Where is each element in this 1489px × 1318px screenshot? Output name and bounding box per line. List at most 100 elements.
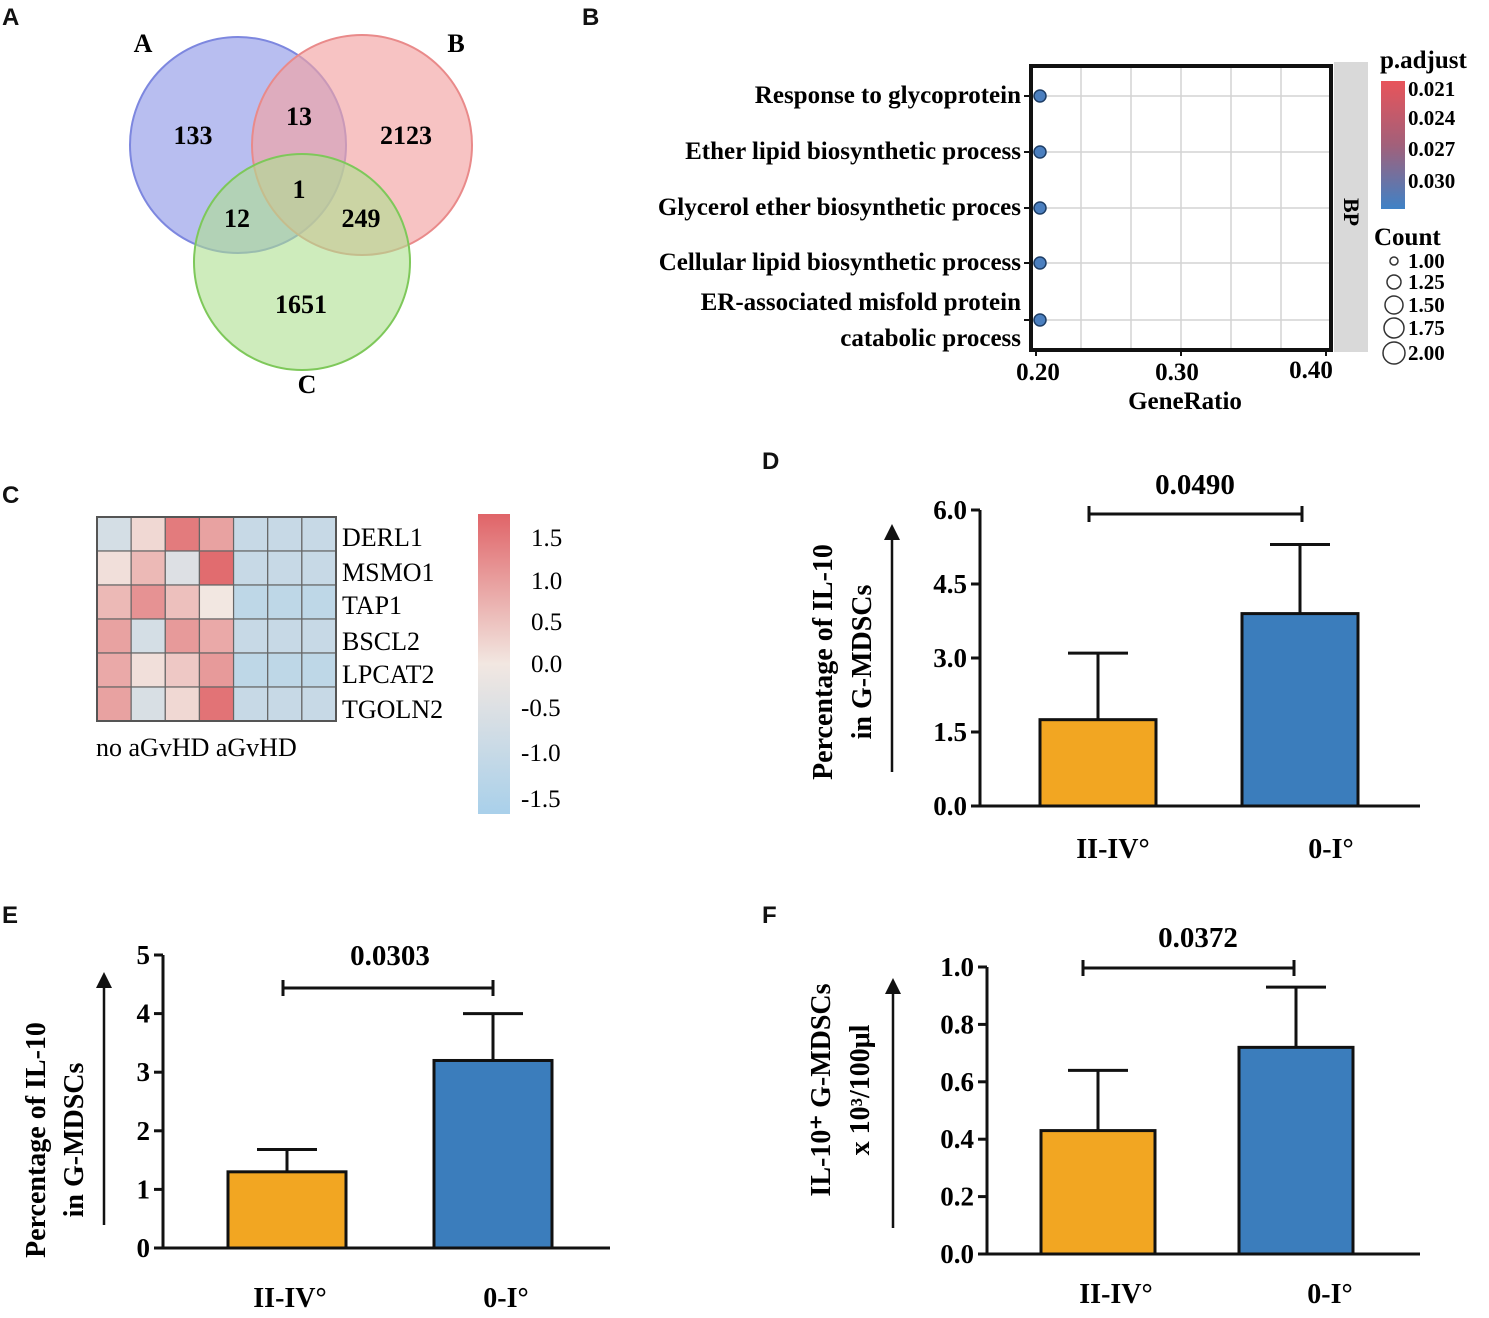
panel-label-a: A [2,4,20,31]
heatmap-cell [130,550,166,586]
heatmap-row-label-4: BSCL2 [342,627,420,656]
xtick-1: 0.20 [1016,359,1060,386]
bar-chart-e: 0 1 2 3 4 5 0.0303 Percentage of IL-10 in G-M… [21,940,610,1314]
x-axis-label: GeneRatio [1128,388,1242,415]
heatmap-cell [96,584,132,620]
heatmap-cell [198,618,235,654]
size-legend-circle-5 [1382,341,1406,365]
y-tick-label: 1.0 [940,952,974,982]
y-tick-label: 6.0 [933,495,967,525]
bar-chart-e-pvalue: 0.0303 [350,940,430,972]
heatmap-cell [198,584,235,620]
go-dotplot: BP Response to glycoprotein Ether lipid … [658,47,1468,415]
heatmap-cell [267,652,303,688]
y-tick-label: 3 [137,1057,151,1087]
dot-2 [1033,145,1047,159]
venn-circle-c [193,153,411,371]
heatmap-cell [198,550,235,586]
size-legend-circle-3 [1384,295,1404,315]
bar-chart-d-ylabel-1: Percentage of IL-10 [808,544,839,780]
venn-count-ac: 12 [224,204,250,233]
term-label-2: Ether lipid biosynthetic process [685,138,1021,165]
size-legend-tick-5: 2.00 [1408,341,1445,365]
heatmap-cell [96,686,132,722]
heatmap-cell [232,516,269,552]
heatmap-cell [301,652,337,688]
venn-diagram: A B C 133 13 2123 1 12 249 1651 [129,29,473,399]
venn-count-b-only: 2123 [380,121,432,150]
dot-4 [1033,256,1047,270]
dot-1 [1033,89,1047,103]
color-legend-tick-3: 0.027 [1408,137,1455,161]
heatmap-cell [232,686,269,722]
bar [432,1058,554,1250]
bar-chart-f-category-2: 0-I° [1307,1279,1352,1310]
venn-count-ab: 13 [286,102,312,131]
panel-label-d: D [762,448,780,475]
bar [226,1170,348,1250]
heat-scale-tick-1: 1.5 [531,525,562,552]
heat-scale-tick-2: 1.0 [531,568,562,595]
heatmap-cell [164,584,201,620]
bar-chart-d-ylabel-2: in G-MDSCs [847,585,878,740]
venn-set-label-a: A [134,29,153,58]
bar-chart-e-ylabel-2: in G-MDSCs [59,1063,90,1218]
color-legend-tick-1: 0.021 [1408,77,1455,101]
y-tick-label: 1.5 [933,717,967,747]
heatmap-cell [301,550,337,586]
heatmap-cell [164,686,201,722]
size-legend-tick-3: 1.50 [1408,293,1445,317]
y-tick-label: 0.2 [940,1182,974,1212]
xtick-2: 0.30 [1155,359,1199,386]
axis-arrow-head [884,524,900,540]
bar-chart-d: 0.0 1.5 3.0 4.5 6.0 0.0490 Percentage of IL-… [808,469,1420,865]
heatmap-cell [267,686,303,722]
heat-scale-tick-4: 0.0 [531,651,562,678]
heatmap-row-label-6: TGOLN2 [342,695,443,724]
bar-chart-f: 0.0 0.2 0.4 0.6 0.8 1.0 0.0372 IL-10⁺ G-MDSCs… [806,922,1420,1310]
heat-scale-tick-5: -0.5 [521,695,561,722]
panel-label-e: E [2,902,19,929]
bar-chart-f-marks: 0.0 0.2 0.4 0.6 0.8 1.0 [885,952,1420,1269]
bar-chart-f-ylabel-1: IL-10⁺ G-MDSCs [806,983,837,1196]
heatmap-cell [301,516,337,552]
heatmap-cell [130,652,166,688]
size-legend-circle-4 [1383,317,1405,339]
bar-chart-d-pvalue: 0.0490 [1155,469,1235,501]
heat-scale-tick-7: -1.5 [521,786,561,813]
venn-count-c-only: 1651 [275,290,327,319]
heatmap-row-label-1: DERL1 [342,523,423,552]
heatmap-cell [164,550,201,586]
heatmap-cell [301,686,337,722]
bar-chart-e-ylabel-1: Percentage of IL-10 [21,1022,52,1258]
size-legend-title: Count [1374,224,1441,251]
term-label-1: Response to glycoprotein [755,82,1021,109]
bar [1240,612,1360,808]
bar-chart-f-category-1: II-IV° [1079,1279,1152,1310]
heatmap-cell [232,550,269,586]
panel-label-f: F [762,902,777,929]
heatmap-cell [164,618,201,654]
venn-set-label-b: B [447,29,464,58]
panel-label-b: B [582,4,600,31]
heatmap-cell [267,618,303,654]
color-legend-tick-4: 0.030 [1408,169,1455,193]
bar [1039,1129,1157,1256]
bar [1038,718,1158,808]
heatmap-cell [164,516,201,552]
term-labels: Response to glycoprotein Ether lipid bio… [658,82,1021,352]
heatmap-cell [96,516,132,552]
y-tick-label: 3.0 [933,643,967,673]
heat-scale-tick-6: -1.0 [521,740,561,767]
size-legend-tick-2: 1.25 [1408,270,1445,294]
heat-scale-tick-3: 0.5 [531,609,562,636]
heatmap-cell [267,550,303,586]
venn-count-a-only: 133 [174,121,213,150]
facet-label: BP [1339,198,1364,226]
heatmap-cell [232,618,269,654]
y-tick-label: 5 [137,940,151,970]
bar-chart-e-marks: 0 1 2 3 4 5 [96,940,610,1263]
color-legend-title: p.adjust [1380,47,1468,74]
dot-5 [1033,313,1047,327]
bar-chart-e-category-2: 0-I° [483,1283,528,1314]
